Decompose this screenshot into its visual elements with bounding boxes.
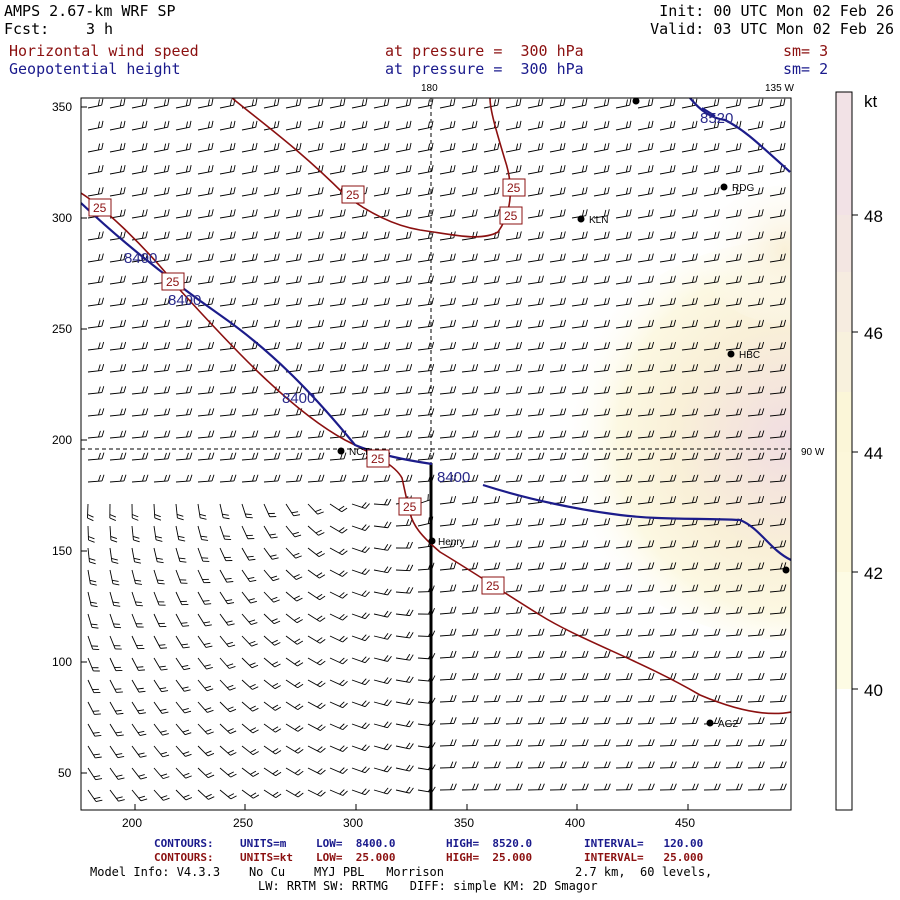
station-henry: Henry [428,537,465,548]
colorbar-tick: 40 [864,681,883,700]
colorbar-tick: 44 [864,444,883,463]
init-time: Init: 00 UTC Mon 02 Feb 26 [659,2,894,20]
x-tick-label: 350 [454,816,474,830]
height-label-8400-d: 8400 [437,469,470,486]
speed-contour-interval: INTERVAL= 25.000 [584,851,704,864]
speed-label-box: 25 [398,497,422,516]
x-tick-label: 250 [233,816,253,830]
lon-label-135w: 135 W [765,83,794,94]
field1-level: at pressure = 300 hPa [385,42,584,60]
y-tick-label: 350 [52,100,72,114]
valid-time: Valid: 03 UTC Mon 02 Feb 26 [650,20,894,38]
colorbar-tick: 42 [864,564,883,583]
height-contour-low: LOW= 8400.0 [316,837,396,850]
speed-contour-north [231,98,512,238]
y-tick-label: 150 [52,544,72,558]
field1-name: Horizontal wind speed [9,42,199,60]
x-tick-label: 200 [122,816,142,830]
height-contour-units: UNITS=m [240,837,287,850]
model-title: AMPS 2.67-km WRF SP [4,2,176,20]
station-kln: KLN [577,215,608,226]
x-tick-label: 400 [565,816,585,830]
svg-text:KLN: KLN [589,215,608,226]
speed-contour-label: CONTOURS: [154,851,214,864]
y-tick-label: 50 [58,766,72,780]
svg-text:HBC: HBC [739,350,760,361]
y-tick-label: 250 [52,322,72,336]
speed-contour-low: LOW= 25.000 [316,851,396,864]
svg-text:25: 25 [166,275,180,289]
station-hbc: HBC [727,350,760,361]
field2-level: at pressure = 300 hPa [385,60,584,78]
field1-smoothing: sm= 3 [783,42,829,60]
y-tick-label: 300 [52,211,72,225]
height-contour-8520 [689,98,791,173]
height-contour-interval: INTERVAL= 120.00 [584,837,704,850]
field2-name: Geopotential height [9,60,181,78]
svg-text:25: 25 [346,188,360,202]
height-label-8400-c: 8400 [282,390,315,407]
height-contour-high: HIGH= 8520.0 [446,837,533,850]
speed-label-box: 25 [499,206,523,225]
speed-label-box: 25 [161,272,185,291]
speed-contour-high: HIGH= 25.000 [446,851,533,864]
model-info: Model Info: V4.3.3 No Cu MYJ PBL Morriso… [90,865,445,879]
colorbar-tick: 46 [864,324,883,343]
station-marker [782,566,790,574]
height-label-8400-a: 8400 [124,250,157,267]
wind-barbs [87,98,787,802]
svg-text:RDG: RDG [732,183,754,194]
height-label-8400-b: 8400 [168,292,201,309]
svg-text:25: 25 [486,579,500,593]
model-resolution: 2.7 km, 60 levels, [575,865,713,879]
height-contour-8400-east [482,483,791,561]
svg-text:25: 25 [507,181,521,195]
speed-label-box: 25 [341,185,365,204]
x-tick-label: 300 [343,816,363,830]
svg-text:25: 25 [93,201,107,215]
station-marker [632,97,640,105]
lon-label-180: 180 [421,83,438,94]
y-tick-label: 200 [52,433,72,447]
field2-smoothing: sm= 2 [783,60,829,78]
station-nct: NCT [337,447,370,458]
wind-speed-shading-north [700,185,791,325]
svg-text:Henry: Henry [438,537,465,548]
speed-label-box: 25 [366,449,390,468]
lon-label-90w: 90 W [801,447,825,458]
svg-text:AG2: AG2 [718,719,738,730]
svg-text:25: 25 [371,452,385,466]
height-contour-8520-segment [701,107,716,117]
y-tick-label: 100 [52,655,72,669]
plot-frame [80,97,792,811]
speed-contour-units: UNITS=kt [240,851,293,864]
forecast-label: Fcst: [4,20,50,38]
colorbar-tick: 48 [864,207,883,226]
forecast-value: 3 h [86,20,114,38]
svg-text:25: 25 [403,500,417,514]
height-label-8520: 8520 [700,110,733,127]
colorbar-unit: kt [864,92,878,111]
speed-label-box: 25 [481,576,505,595]
x-tick-label: 450 [675,816,695,830]
height-contour-label: CONTOURS: [154,837,214,850]
station-rdg: RDG [720,183,754,194]
speed-label-box: 25 [88,198,112,217]
colorbar [835,91,858,811]
svg-text:25: 25 [504,209,518,223]
svg-text:NCT: NCT [349,447,370,458]
model-physics: LW: RRTM SW: RRTMG DIFF: simple KM: 2D S… [258,879,598,893]
wind-speed-shading [560,240,791,640]
speed-label-box: 25 [502,178,526,197]
station-ag2: AG2 [706,719,738,730]
